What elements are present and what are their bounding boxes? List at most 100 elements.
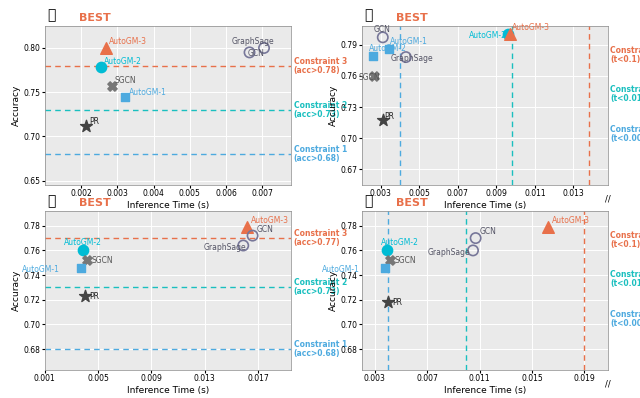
- Text: Constraint 1: Constraint 1: [611, 125, 640, 134]
- Text: (acc>0.73): (acc>0.73): [294, 110, 340, 119]
- Text: GraphSage: GraphSage: [232, 37, 274, 46]
- Point: [382, 247, 392, 254]
- Point: [383, 46, 394, 52]
- Text: AutoGM-2: AutoGM-2: [469, 31, 508, 41]
- Text: (t<0.004): (t<0.004): [611, 319, 640, 328]
- Point: [83, 257, 93, 263]
- Text: 👑: 👑: [47, 194, 56, 208]
- Text: AutoGM-2: AutoGM-2: [369, 44, 407, 53]
- Text: //: //: [605, 195, 611, 204]
- Text: //: //: [605, 380, 611, 389]
- Point: [80, 293, 90, 299]
- Point: [101, 45, 111, 51]
- Text: 👑: 👑: [47, 9, 56, 23]
- Text: GCN: GCN: [257, 225, 273, 234]
- Point: [385, 257, 396, 263]
- Point: [378, 116, 388, 123]
- Point: [369, 72, 380, 79]
- Point: [380, 265, 390, 271]
- Text: AutoGM-3: AutoGM-3: [252, 215, 289, 224]
- Point: [107, 83, 117, 89]
- Point: [470, 235, 481, 241]
- Text: (acc>0.68): (acc>0.68): [294, 349, 340, 358]
- Text: 👑: 👑: [364, 194, 372, 208]
- X-axis label: Inference Time (s): Inference Time (s): [127, 386, 209, 395]
- Text: AutoGM-2: AutoGM-2: [381, 238, 419, 247]
- Y-axis label: Accuracy: Accuracy: [329, 85, 338, 126]
- Text: GCN: GCN: [248, 49, 264, 58]
- Text: Constraint 3: Constraint 3: [294, 57, 347, 66]
- Text: (t<0.004): (t<0.004): [611, 134, 640, 143]
- Text: AutoGM-1: AutoGM-1: [22, 265, 60, 274]
- Point: [378, 34, 388, 41]
- Point: [242, 224, 252, 230]
- Text: Constraint 3: Constraint 3: [294, 229, 347, 238]
- Text: (t<0.01): (t<0.01): [611, 94, 640, 103]
- X-axis label: Inference Time (s): Inference Time (s): [127, 201, 209, 210]
- Text: BEST: BEST: [396, 13, 428, 23]
- Point: [244, 49, 255, 56]
- Y-axis label: Accuracy: Accuracy: [329, 270, 338, 311]
- Text: Constraint 1: Constraint 1: [294, 340, 347, 349]
- Text: SGCN: SGCN: [358, 73, 380, 82]
- Text: Constraint 3: Constraint 3: [611, 230, 640, 240]
- Text: PR: PR: [385, 111, 395, 121]
- Text: BEST: BEST: [79, 198, 111, 208]
- Text: (t<0.01): (t<0.01): [611, 279, 640, 289]
- Point: [505, 31, 515, 37]
- Point: [503, 31, 513, 37]
- Text: BEST: BEST: [79, 13, 111, 23]
- Text: 👑: 👑: [364, 9, 372, 23]
- Point: [543, 224, 553, 230]
- Point: [76, 265, 86, 271]
- Point: [120, 94, 130, 100]
- Text: AutoGM-1: AutoGM-1: [390, 37, 428, 46]
- Text: BEST: BEST: [396, 198, 428, 208]
- Point: [81, 123, 92, 129]
- Text: (acc>0.78): (acc>0.78): [294, 66, 340, 75]
- Text: GCN: GCN: [373, 25, 390, 34]
- Text: Constraint 2: Constraint 2: [294, 101, 347, 110]
- Text: GraphSage: GraphSage: [390, 55, 433, 63]
- Text: PR: PR: [90, 117, 99, 126]
- Text: GraphSage: GraphSage: [204, 243, 246, 252]
- Text: Constraint 1: Constraint 1: [611, 310, 640, 319]
- Point: [238, 242, 248, 249]
- Point: [78, 247, 88, 254]
- Point: [368, 53, 378, 59]
- Point: [383, 299, 394, 305]
- X-axis label: Inference Time (s): Inference Time (s): [444, 386, 526, 395]
- Text: SGCN: SGCN: [394, 256, 416, 265]
- Text: (t<0.1): (t<0.1): [611, 55, 640, 64]
- Text: Constraint 3: Constraint 3: [611, 45, 640, 55]
- Text: GCN: GCN: [479, 226, 497, 236]
- Text: PR: PR: [392, 298, 403, 307]
- Point: [259, 45, 269, 51]
- Text: SGCN: SGCN: [115, 76, 136, 85]
- Text: (acc>0.77): (acc>0.77): [294, 238, 340, 247]
- Text: AutoGM-2: AutoGM-2: [104, 57, 141, 66]
- Text: AutoGM-1: AutoGM-1: [129, 88, 167, 97]
- Point: [468, 247, 478, 254]
- Text: Constraint 2: Constraint 2: [294, 279, 347, 287]
- Text: (acc>0.73): (acc>0.73): [294, 287, 340, 297]
- Text: AutoGM-3: AutoGM-3: [552, 215, 589, 224]
- Text: Constraint 2: Constraint 2: [611, 85, 640, 94]
- Text: (t<0.1): (t<0.1): [611, 240, 640, 249]
- Point: [96, 63, 106, 70]
- Text: AutoGM-3: AutoGM-3: [512, 23, 550, 32]
- Text: AutoGM-1: AutoGM-1: [322, 265, 360, 274]
- Y-axis label: Accuracy: Accuracy: [12, 270, 21, 311]
- Text: SGCN: SGCN: [92, 256, 113, 265]
- Text: (acc>0.68): (acc>0.68): [294, 154, 340, 163]
- Point: [401, 54, 411, 60]
- Text: GraphSage: GraphSage: [427, 248, 470, 257]
- Text: Constraint 2: Constraint 2: [611, 270, 640, 279]
- Point: [248, 232, 258, 239]
- X-axis label: Inference Time (s): Inference Time (s): [444, 201, 526, 210]
- Text: (b) Time constraints on the Cora dataset: (b) Time constraints on the Cora dataset: [385, 217, 585, 226]
- Y-axis label: Accuracy: Accuracy: [12, 85, 21, 126]
- Text: PR: PR: [90, 292, 99, 301]
- Text: Constraint 1: Constraint 1: [294, 145, 347, 154]
- Text: AutoGM-3: AutoGM-3: [109, 37, 147, 46]
